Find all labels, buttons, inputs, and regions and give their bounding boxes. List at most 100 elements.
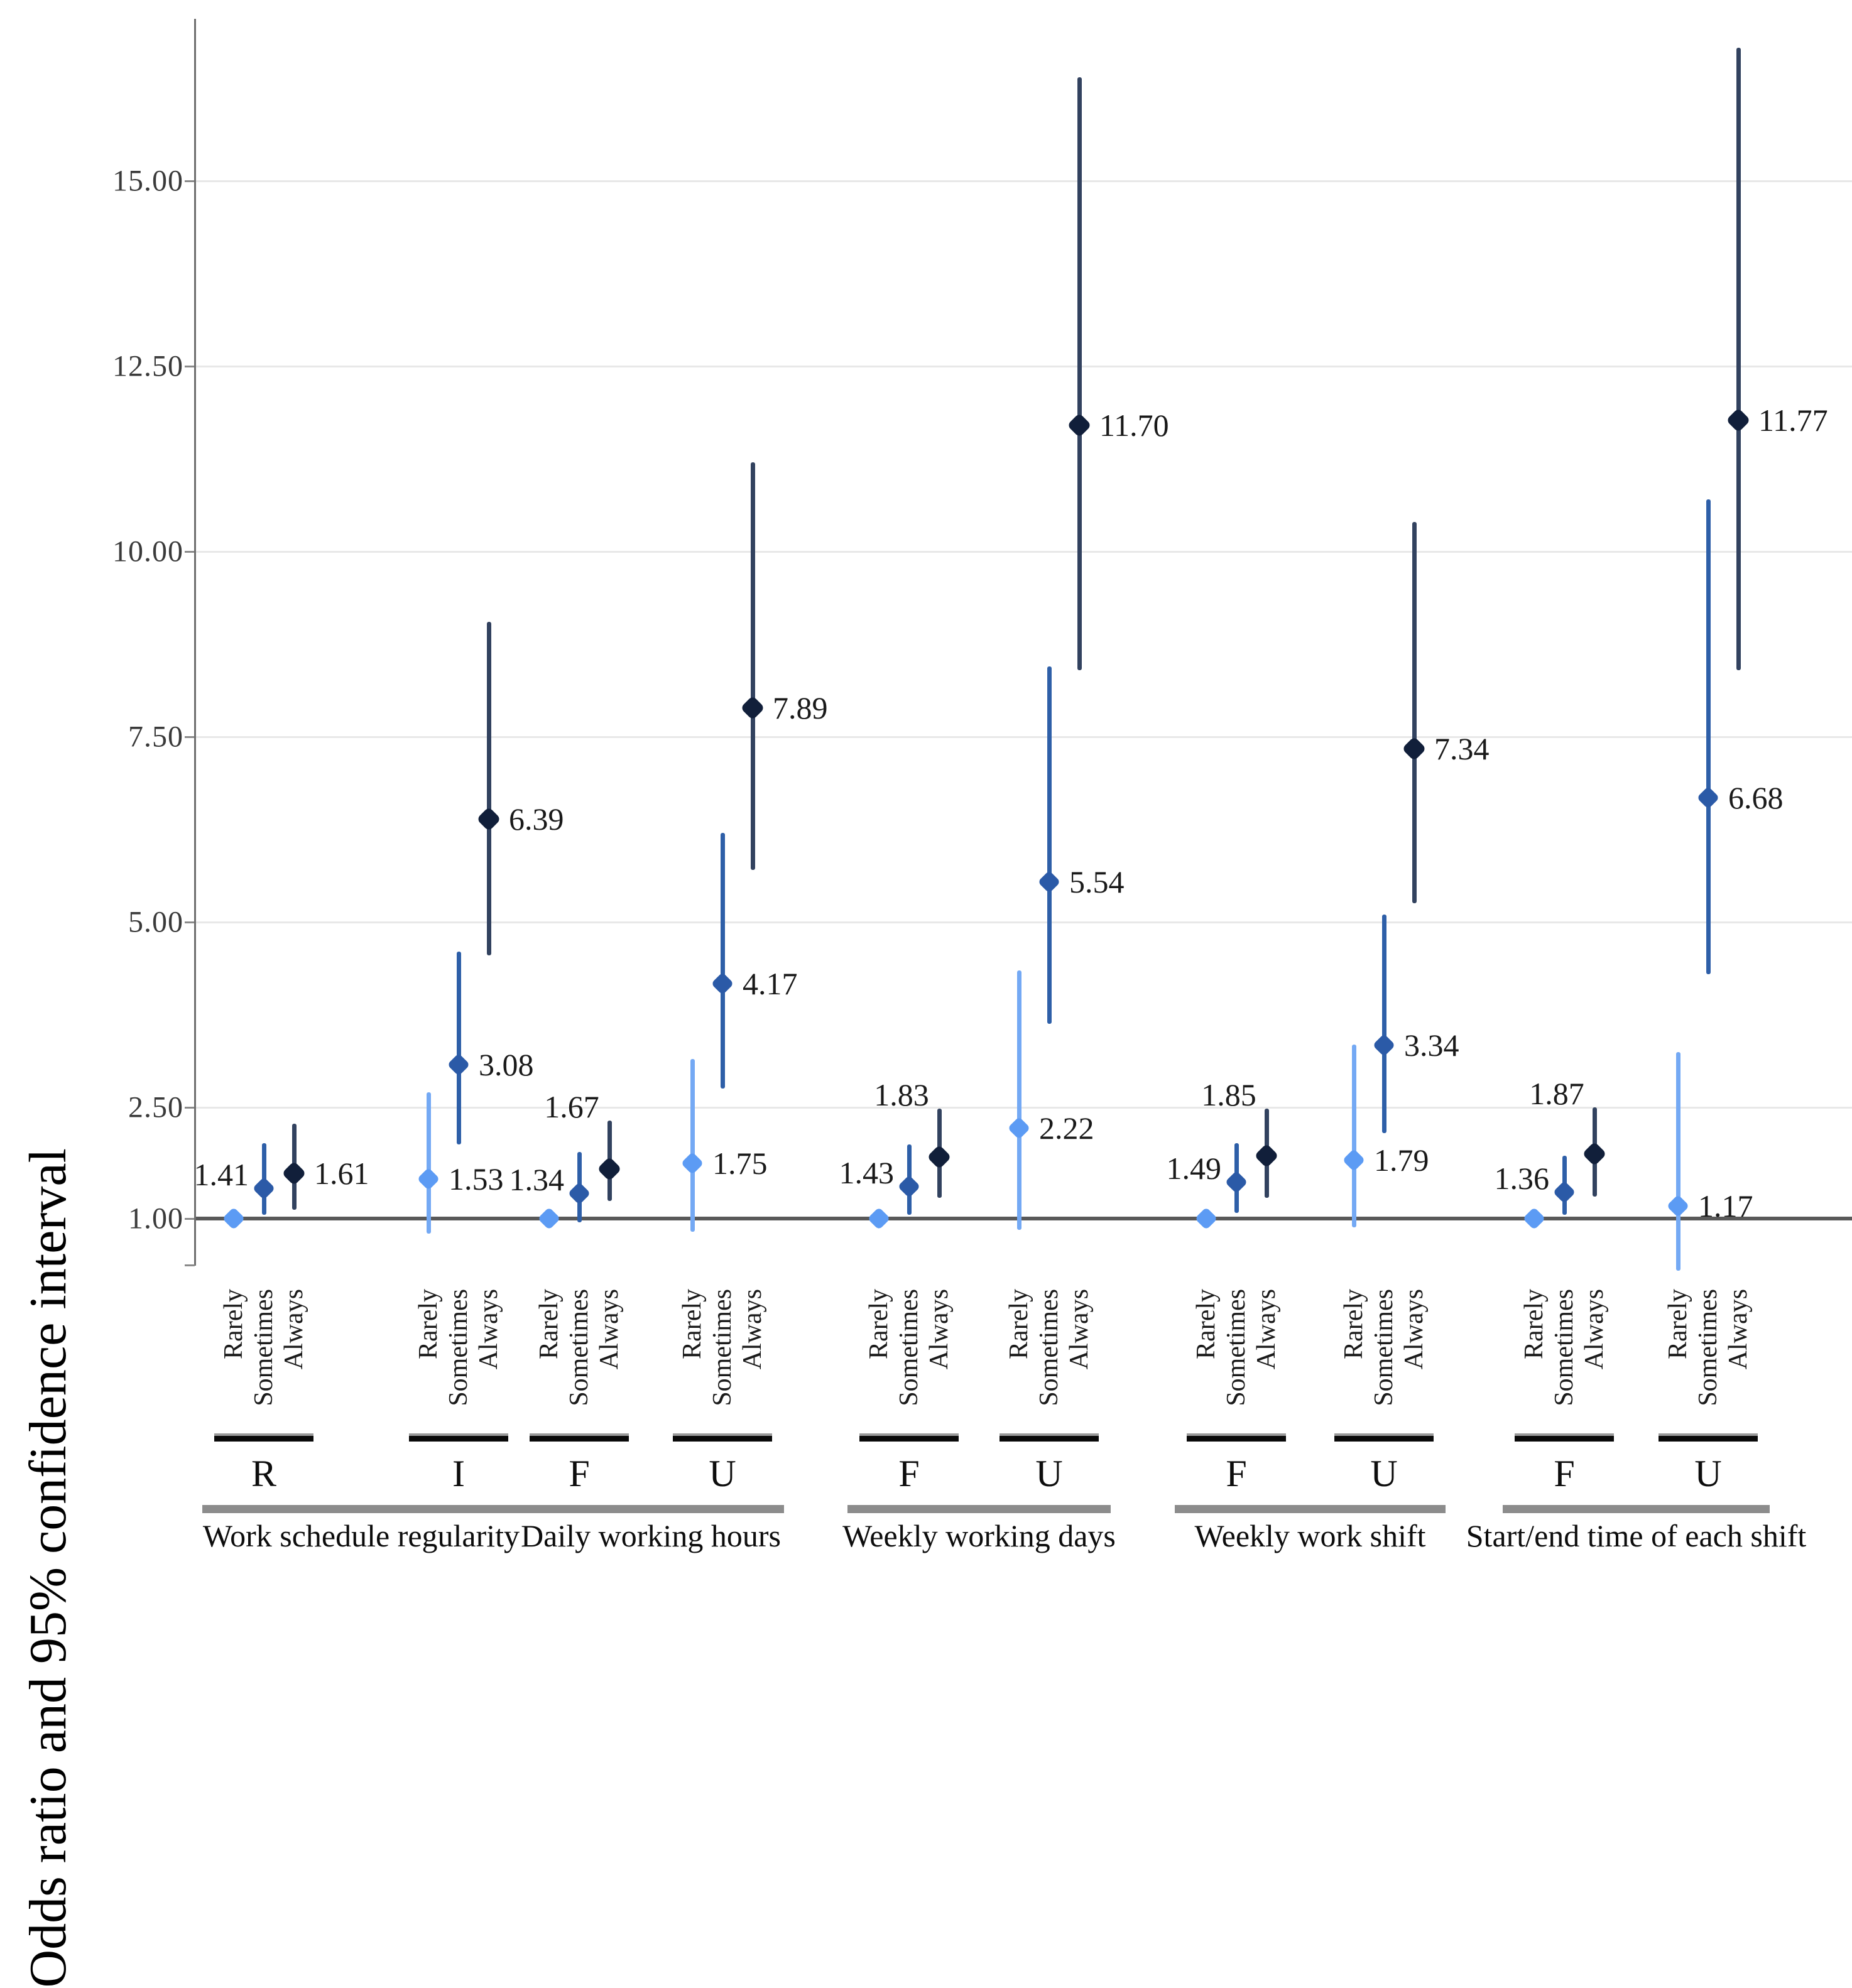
cluster-bar (1515, 1433, 1614, 1442)
group-label: Daily working hours (521, 1518, 781, 1553)
ci-whisker-always (750, 462, 755, 871)
y-axis-tick (185, 921, 195, 923)
x-category-label: Always (595, 1289, 624, 1370)
y-axis-tick (185, 1107, 195, 1109)
marker-always (1582, 1141, 1607, 1167)
marker-sometimes (1224, 1170, 1248, 1194)
marker-sometimes (447, 1053, 471, 1076)
ci-whisker-sometimes (720, 833, 725, 1089)
y-tick-label: 7.50 (128, 720, 183, 754)
value-label: 1.41 (193, 1156, 249, 1192)
cluster-letter: U (1694, 1453, 1722, 1494)
value-label: 1.53 (449, 1161, 504, 1197)
ci-whisker-always (486, 622, 491, 956)
cluster-bar (1334, 1433, 1434, 1442)
x-category-label: Rarely (864, 1289, 893, 1359)
marker-rarely (222, 1207, 246, 1230)
cluster-letter: F (569, 1453, 590, 1494)
reference-line-1 (195, 1217, 1852, 1220)
value-label: 1.36 (1494, 1160, 1550, 1196)
marker-always (1254, 1143, 1279, 1168)
x-category-label: Rarely (414, 1289, 443, 1359)
marker-rarely (537, 1207, 561, 1230)
x-category-label: Always (1580, 1289, 1609, 1370)
value-label: 7.89 (773, 690, 828, 725)
x-category-label: Always (1252, 1289, 1281, 1370)
x-category-label: Rarely (535, 1289, 564, 1359)
y-tick-label: 10.00 (112, 535, 183, 568)
group-label: Start/end time of each shift (1466, 1518, 1807, 1553)
y-tick-label: 2.50 (128, 1090, 183, 1124)
marker-rarely (417, 1168, 440, 1191)
y-axis-tick (185, 551, 195, 553)
value-label: 1.87 (1529, 1076, 1584, 1111)
x-category-label: Rarely (219, 1289, 248, 1359)
marker-always (476, 807, 501, 832)
marker-sometimes (1552, 1180, 1576, 1203)
x-category-label: Always (474, 1289, 503, 1370)
cluster-bar (1000, 1433, 1099, 1442)
group-bar (847, 1505, 1111, 1513)
ci-whisker-rarely (426, 1092, 431, 1234)
x-category-label: Sometimes (1694, 1289, 1723, 1406)
x-category-label: Rarely (1339, 1289, 1368, 1359)
x-category-label: Sometimes (1035, 1289, 1064, 1406)
marker-always (740, 695, 765, 720)
group-label: Work schedule regularity (202, 1518, 520, 1553)
cluster-letter: U (1370, 1453, 1398, 1494)
value-label: 1.17 (1698, 1188, 1753, 1224)
ci-whisker-always (1412, 521, 1417, 904)
x-category-label: Always (1065, 1289, 1094, 1370)
value-label: 11.70 (1099, 408, 1169, 443)
value-label: 11.77 (1758, 403, 1828, 438)
ci-whisker-sometimes (1381, 915, 1386, 1134)
x-category-label: Always (280, 1289, 308, 1370)
x-category-label: Sometimes (1550, 1289, 1579, 1406)
y-axis-tick (185, 366, 195, 367)
y-tick-label: 5.00 (128, 905, 183, 939)
marker-always (597, 1156, 622, 1181)
ci-whisker-always (1736, 47, 1741, 670)
group-label: Weekly work shift (1194, 1518, 1426, 1553)
marker-sometimes (567, 1181, 591, 1205)
x-category-label: Rarely (1005, 1289, 1033, 1359)
cluster-bar (673, 1433, 772, 1442)
marker-rarely (1342, 1148, 1366, 1172)
marker-sometimes (252, 1176, 276, 1200)
x-category-label: Sometimes (444, 1289, 473, 1406)
value-label: 7.34 (1434, 731, 1490, 766)
value-label: 1.34 (509, 1161, 565, 1197)
cluster-bar (214, 1433, 313, 1442)
value-label: 1.67 (544, 1089, 599, 1125)
forest-plot-figure: Odds ratio and 95% confidence interval 1… (19, 19, 1852, 1988)
value-label: 2.22 (1039, 1111, 1094, 1146)
marker-always (1726, 408, 1751, 433)
cluster-letter: F (898, 1453, 920, 1494)
y-axis-line (194, 19, 196, 1266)
h-gridline (195, 736, 1852, 738)
ci-whisker-always (1077, 77, 1082, 670)
marker-always (927, 1144, 952, 1170)
h-gridline (195, 180, 1852, 182)
x-category-label: Always (925, 1289, 954, 1370)
group-bar (1503, 1505, 1770, 1513)
y-axis-tick (185, 180, 195, 182)
x-category-label: Rarely (1520, 1289, 1549, 1359)
h-gridline (195, 1107, 1852, 1109)
group-label: Weekly working days (842, 1518, 1116, 1553)
x-category-label: Always (1724, 1289, 1753, 1370)
marker-always (281, 1161, 307, 1186)
marker-rarely (1194, 1207, 1218, 1230)
value-label: 1.43 (839, 1155, 895, 1191)
value-label: 3.08 (479, 1046, 534, 1082)
value-label: 5.54 (1069, 864, 1125, 900)
group-bar (1175, 1505, 1446, 1513)
x-category-label: Sometimes (565, 1289, 594, 1406)
value-label: 6.39 (509, 801, 564, 837)
h-gridline (195, 551, 1852, 553)
value-label: 1.75 (712, 1145, 768, 1181)
value-label: 1.61 (314, 1156, 369, 1192)
group-bar (202, 1505, 520, 1513)
x-category-label: Always (1400, 1289, 1429, 1370)
cluster-bar (1187, 1433, 1286, 1442)
